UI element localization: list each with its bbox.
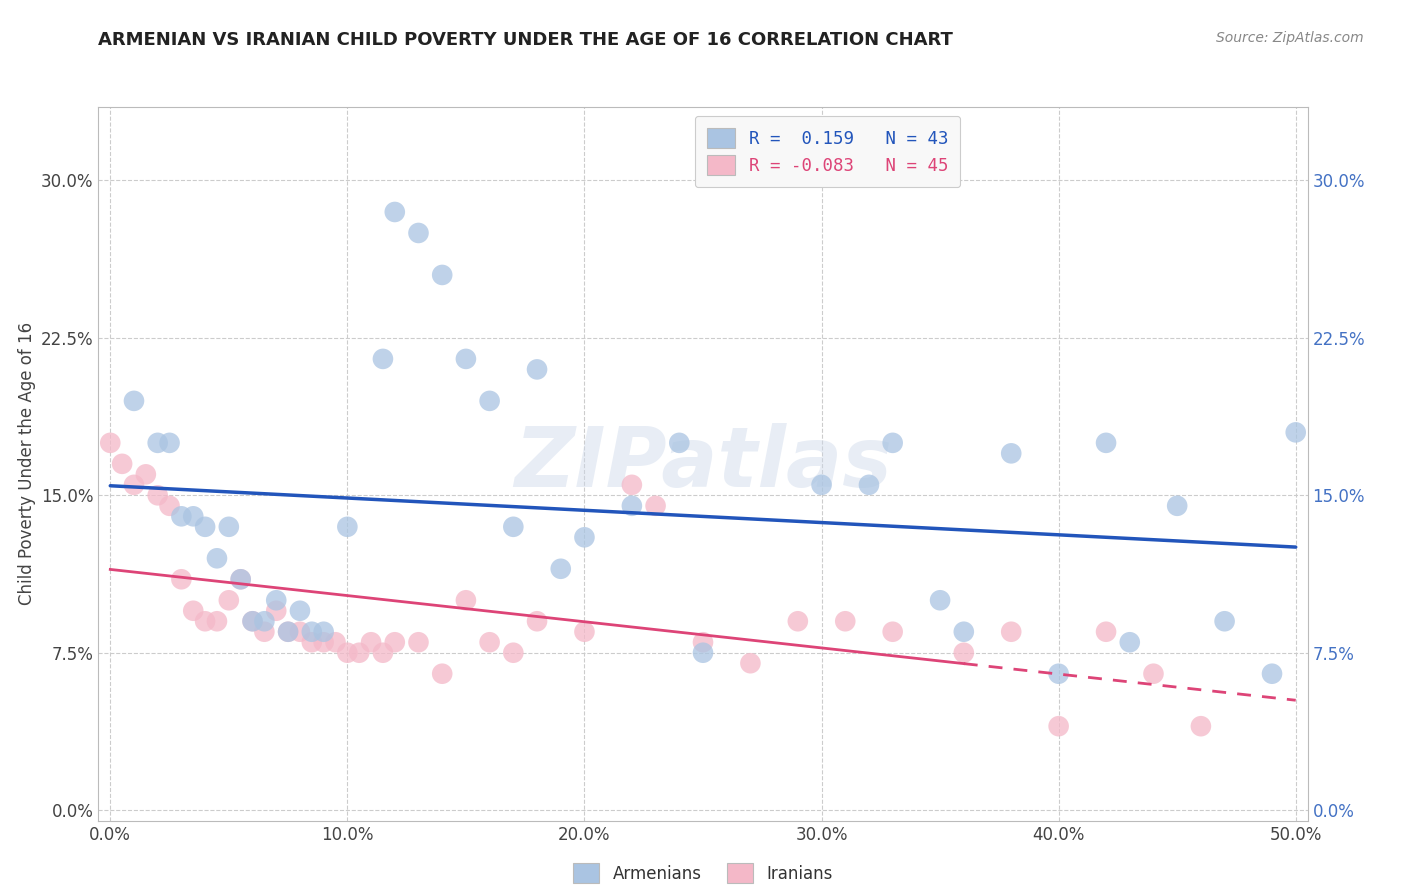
- Point: [834, 614, 856, 628]
- Point: [336, 646, 359, 660]
- Point: [371, 646, 394, 660]
- Point: [146, 488, 169, 502]
- Point: [111, 457, 134, 471]
- Point: [253, 614, 276, 628]
- Point: [194, 520, 217, 534]
- Point: [620, 478, 643, 492]
- Point: [1000, 624, 1022, 639]
- Point: [1166, 499, 1188, 513]
- Point: [170, 509, 193, 524]
- Point: [1142, 666, 1164, 681]
- Point: [325, 635, 347, 649]
- Point: [858, 478, 880, 492]
- Text: ARMENIAN VS IRANIAN CHILD POVERTY UNDER THE AGE OF 16 CORRELATION CHART: ARMENIAN VS IRANIAN CHILD POVERTY UNDER …: [98, 31, 953, 49]
- Point: [194, 614, 217, 628]
- Point: [384, 635, 406, 649]
- Point: [644, 499, 666, 513]
- Point: [882, 435, 904, 450]
- Point: [360, 635, 382, 649]
- Point: [205, 614, 228, 628]
- Point: [1095, 435, 1118, 450]
- Point: [1000, 446, 1022, 460]
- Point: [159, 435, 181, 450]
- Point: [526, 614, 548, 628]
- Point: [288, 604, 311, 618]
- Point: [952, 646, 974, 660]
- Point: [1189, 719, 1212, 733]
- Point: [1119, 635, 1142, 649]
- Point: [574, 624, 596, 639]
- Point: [312, 624, 335, 639]
- Point: [882, 624, 904, 639]
- Point: [229, 572, 252, 586]
- Point: [242, 614, 264, 628]
- Point: [810, 478, 832, 492]
- Point: [408, 635, 430, 649]
- Point: [1095, 624, 1118, 639]
- Point: [229, 572, 252, 586]
- Point: [159, 499, 181, 513]
- Point: [301, 635, 323, 649]
- Point: [371, 351, 394, 366]
- Point: [218, 520, 240, 534]
- Point: [264, 604, 287, 618]
- Point: [181, 604, 204, 618]
- Point: [205, 551, 228, 566]
- Point: [1047, 666, 1070, 681]
- Point: [122, 393, 145, 408]
- Point: [288, 624, 311, 639]
- Point: [146, 435, 169, 450]
- Point: [478, 635, 501, 649]
- Point: [454, 351, 477, 366]
- Y-axis label: Child Poverty Under the Age of 16: Child Poverty Under the Age of 16: [18, 322, 37, 606]
- Text: Source: ZipAtlas.com: Source: ZipAtlas.com: [1216, 31, 1364, 45]
- Point: [502, 520, 524, 534]
- Point: [347, 646, 370, 660]
- Point: [264, 593, 287, 607]
- Point: [218, 593, 240, 607]
- Point: [408, 226, 430, 240]
- Point: [242, 614, 264, 628]
- Legend: Armenians, Iranians: Armenians, Iranians: [561, 852, 845, 892]
- Point: [526, 362, 548, 376]
- Point: [277, 624, 299, 639]
- Point: [384, 205, 406, 219]
- Point: [952, 624, 974, 639]
- Point: [574, 530, 596, 544]
- Point: [122, 478, 145, 492]
- Point: [253, 624, 276, 639]
- Point: [620, 499, 643, 513]
- Point: [1261, 666, 1284, 681]
- Point: [432, 268, 454, 282]
- Point: [1285, 425, 1308, 440]
- Point: [170, 572, 193, 586]
- Point: [1047, 719, 1070, 733]
- Text: ZIPatlas: ZIPatlas: [515, 424, 891, 504]
- Point: [454, 593, 477, 607]
- Point: [692, 646, 714, 660]
- Point: [550, 562, 572, 576]
- Point: [929, 593, 952, 607]
- Point: [478, 393, 501, 408]
- Point: [312, 635, 335, 649]
- Point: [301, 624, 323, 639]
- Point: [432, 666, 454, 681]
- Point: [502, 646, 524, 660]
- Point: [692, 635, 714, 649]
- Point: [336, 520, 359, 534]
- Point: [135, 467, 157, 482]
- Point: [740, 657, 762, 671]
- Point: [668, 435, 690, 450]
- Point: [181, 509, 204, 524]
- Point: [98, 435, 121, 450]
- Point: [1213, 614, 1236, 628]
- Point: [786, 614, 808, 628]
- Point: [277, 624, 299, 639]
